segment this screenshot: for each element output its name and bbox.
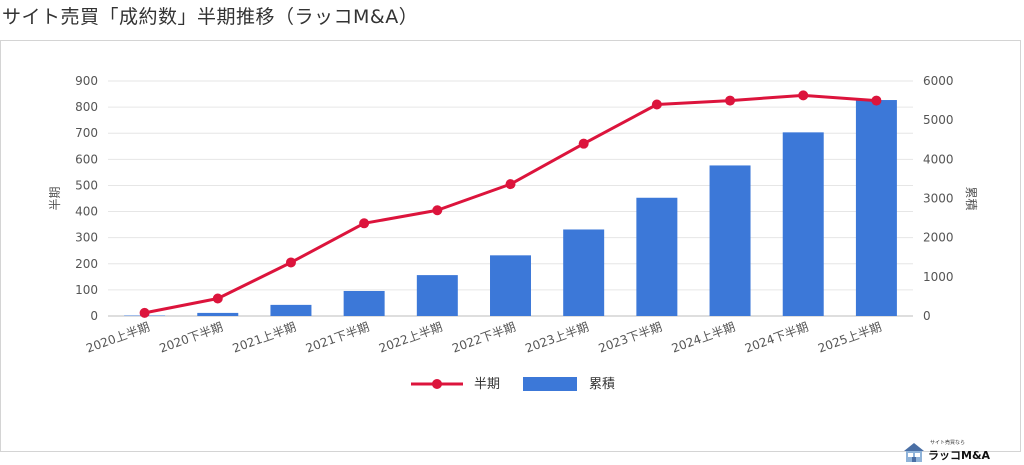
line-point bbox=[725, 96, 735, 106]
bar bbox=[856, 100, 897, 316]
y-tick-label: 200 bbox=[75, 257, 98, 271]
x-tick-label: 2024上半期 bbox=[670, 320, 737, 356]
bar bbox=[783, 132, 824, 316]
line-point bbox=[286, 257, 296, 267]
y-tick-label: 300 bbox=[75, 231, 98, 245]
y-tick-label: 500 bbox=[75, 178, 98, 192]
y-tick-label: 100 bbox=[75, 283, 98, 297]
y-tick-label: 700 bbox=[75, 126, 98, 140]
bar bbox=[563, 229, 604, 316]
line-point bbox=[798, 90, 808, 100]
legend-bar-swatch bbox=[523, 377, 577, 391]
y-tick-label: 400 bbox=[75, 205, 98, 219]
brand-logo: サイト売買なら ラッコM&A bbox=[903, 439, 1003, 465]
x-tick-label: 2020上半期 bbox=[84, 320, 151, 356]
legend-label-half: 半期 bbox=[474, 377, 500, 392]
y-tick-label: 0 bbox=[90, 309, 98, 323]
bar bbox=[710, 165, 751, 316]
x-tick-label: 2025上半期 bbox=[816, 320, 883, 356]
y2-tick-label: 1000 bbox=[923, 270, 954, 284]
x-tick-label: 2022上半期 bbox=[377, 320, 444, 356]
x-tick-label: 2024下半期 bbox=[743, 320, 810, 356]
line-point bbox=[432, 205, 442, 215]
y2-tick-label: 0 bbox=[923, 309, 931, 323]
line-point bbox=[140, 308, 150, 318]
logo-name: ラッコM&A bbox=[928, 447, 990, 463]
bar-layer bbox=[124, 100, 897, 316]
x-tick-label: 2022下半期 bbox=[450, 320, 517, 356]
line-point bbox=[652, 100, 662, 110]
y2-tick-label: 6000 bbox=[923, 74, 954, 88]
bar bbox=[270, 305, 311, 316]
line-point bbox=[359, 218, 369, 228]
legend-label-cumulative: 累積 bbox=[589, 377, 615, 392]
y-tick-label: 800 bbox=[75, 100, 98, 114]
y2-tick-label: 4000 bbox=[923, 152, 954, 166]
y-axis-title: 半期 bbox=[48, 186, 62, 210]
chart-card: 0 100 200 300 400 500 600 700 800 900 0 1000 2000 300… bbox=[0, 40, 1021, 452]
y2-tick-label: 2000 bbox=[923, 231, 954, 245]
y-tick-label: 900 bbox=[75, 74, 98, 88]
bar bbox=[417, 275, 458, 316]
legend-layer: 半期 累積 bbox=[411, 377, 615, 392]
line-point bbox=[579, 139, 589, 149]
x-tick-label: 2021下半期 bbox=[304, 320, 371, 356]
bar bbox=[197, 313, 238, 316]
bar bbox=[344, 291, 385, 316]
x-tick-label: 2020下半期 bbox=[157, 320, 224, 356]
y2-axis-title: 累積 bbox=[964, 186, 979, 210]
legend-line-marker bbox=[432, 379, 442, 389]
line-point bbox=[871, 96, 881, 106]
house-icon bbox=[903, 441, 925, 463]
x-tick-label: 2023下半期 bbox=[597, 320, 664, 356]
y2-tick-label: 3000 bbox=[923, 192, 954, 206]
logo-tagline: サイト売買なら bbox=[930, 439, 965, 446]
page-title: サイト売買「成約数」半期推移（ラッコM&A） bbox=[2, 2, 418, 29]
y2-tick-label: 5000 bbox=[923, 113, 954, 127]
combo-chart: 0 100 200 300 400 500 600 700 800 900 0 1000 2000 300… bbox=[1, 41, 1020, 451]
line-point bbox=[506, 179, 516, 189]
line-point bbox=[213, 294, 223, 304]
bar bbox=[636, 198, 677, 316]
x-tick-label: 2023上半期 bbox=[523, 320, 590, 356]
bar bbox=[490, 255, 531, 316]
x-tick-label: 2021上半期 bbox=[231, 320, 298, 356]
y-tick-label: 600 bbox=[75, 152, 98, 166]
